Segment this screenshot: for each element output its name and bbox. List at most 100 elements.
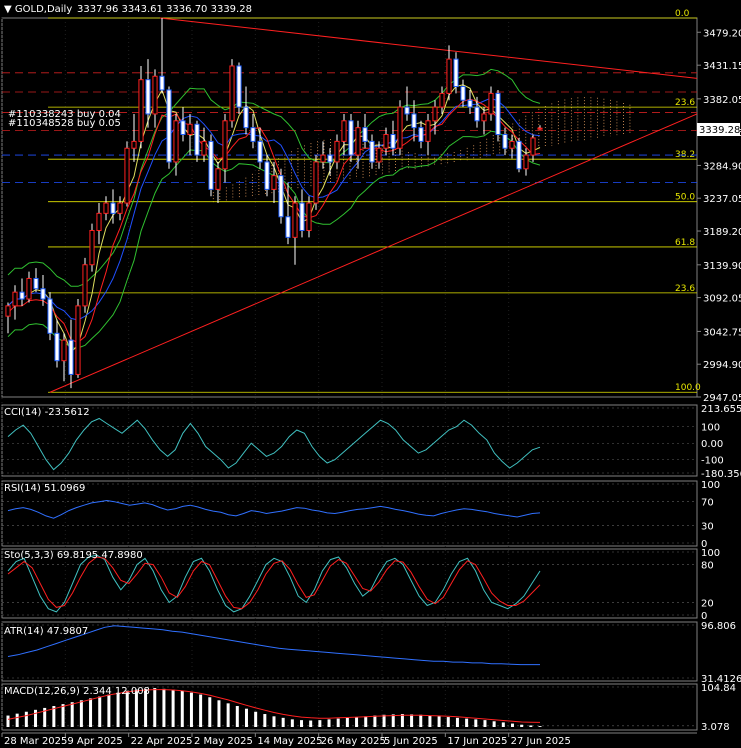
macd-bar <box>189 692 193 727</box>
y-tick-label: 3139.90 <box>703 261 741 272</box>
macd-bar <box>144 688 148 727</box>
y-tick-label: 3431.15 <box>703 61 741 72</box>
x-tick-label: 9 Apr 2025 <box>67 736 122 747</box>
candle-body <box>5 305 11 317</box>
macd-bar <box>70 702 74 727</box>
macd-bar <box>318 720 322 727</box>
y-tick-label: 3382.05 <box>703 95 741 106</box>
cci-tick-label: 100 <box>701 423 720 434</box>
uptrend-line <box>49 113 698 393</box>
x-tick-label: 17 Jun 2025 <box>447 736 507 747</box>
sto-tick-label: 20 <box>701 598 714 609</box>
candle-body <box>257 140 263 163</box>
candle-body <box>96 212 102 231</box>
fib-level-label: 0.0 <box>675 9 690 19</box>
candle-body <box>215 168 221 190</box>
order-line-2[interactable]: #110348528 buy 0.05 <box>8 118 121 129</box>
candle-body <box>530 137 536 156</box>
candle-body <box>187 123 193 136</box>
candle-body <box>404 106 410 115</box>
y-tick-label: 2947.05 <box>703 393 741 404</box>
fib-level-label: 100.0 <box>675 383 701 393</box>
candle-body <box>488 92 494 115</box>
candle-body <box>145 79 151 115</box>
candle-body <box>467 99 473 108</box>
candle-body <box>306 202 312 231</box>
candle-body <box>208 140 214 190</box>
macd-bar <box>455 717 459 727</box>
candle-body <box>285 216 291 238</box>
x-tick-label: 14 May 2025 <box>257 736 322 747</box>
candle-body <box>509 140 515 149</box>
stoch-main-line <box>7 554 541 613</box>
candle-body <box>341 120 347 142</box>
candle-body <box>390 134 396 149</box>
candle-body <box>313 161 319 204</box>
macd-bar <box>529 725 533 727</box>
candle-body <box>425 120 431 142</box>
macd-bar <box>309 720 313 727</box>
kijun-line <box>7 97 541 321</box>
candle-body <box>537 127 543 130</box>
candle-body <box>418 127 424 142</box>
candle-body <box>201 140 207 156</box>
macd-bar <box>336 718 340 727</box>
candle-body <box>439 92 445 108</box>
candle-body <box>131 140 137 149</box>
macd-bar <box>437 716 441 727</box>
candle-body <box>446 58 452 94</box>
sub-panels: 213.6551000.00-100-180.35661007030010080… <box>2 404 741 733</box>
candle-body <box>19 291 25 300</box>
candles <box>5 18 543 389</box>
panel-frame-atr <box>1 621 698 682</box>
candle-body <box>355 127 361 156</box>
x-tick-label: 5 Jun 2025 <box>384 736 438 747</box>
candle-body <box>327 154 333 163</box>
candle-body <box>397 106 403 149</box>
rsi-tick-label: 70 <box>701 498 714 509</box>
macd-bar <box>43 707 47 727</box>
candle-body <box>82 264 88 307</box>
candle-body <box>453 58 459 88</box>
rsi-tick-label: 30 <box>701 521 714 532</box>
candle-body <box>152 75 158 115</box>
candle-body <box>54 332 60 362</box>
macd-bar <box>382 714 386 727</box>
candle-body <box>523 154 529 170</box>
panel-frame-cci <box>1 404 698 477</box>
macd-bar <box>98 696 102 727</box>
candle-body <box>61 339 67 362</box>
y-tick-label: 3479.20 <box>703 28 741 39</box>
fib-level-label: 23.6 <box>675 98 695 108</box>
macd-tick-label: 104.84 <box>701 683 736 694</box>
macd-bar <box>89 698 93 727</box>
candle-body <box>292 202 298 238</box>
macd-bar <box>391 714 395 727</box>
macd-bar <box>281 717 285 727</box>
macd-bar <box>6 715 10 727</box>
candle-body <box>243 106 249 129</box>
candle-body <box>194 123 200 156</box>
candle-body <box>138 79 144 142</box>
macd-bar <box>208 697 212 727</box>
macd-bar <box>428 715 432 727</box>
order-line-1[interactable]: #110338243 buy 0.04 <box>8 109 121 120</box>
x-tick-label: 22 Apr 2025 <box>131 736 193 747</box>
x-tick-label: 27 Jun 2025 <box>511 736 571 747</box>
macd-bar <box>263 714 267 727</box>
macd-bar <box>61 704 65 727</box>
candle-body <box>502 134 508 149</box>
x-tick-label: 26 May 2025 <box>321 736 386 747</box>
candle-body <box>348 120 354 156</box>
macd-bar <box>52 706 56 727</box>
candle-body <box>173 120 179 163</box>
sto-tick-label: 80 <box>701 561 714 572</box>
panel-frame-rsi <box>1 480 698 547</box>
macd-bar <box>272 716 276 727</box>
price-box <box>697 123 740 136</box>
macd-bar <box>520 724 524 727</box>
macd-bar <box>410 714 414 727</box>
candle-body <box>222 120 228 170</box>
